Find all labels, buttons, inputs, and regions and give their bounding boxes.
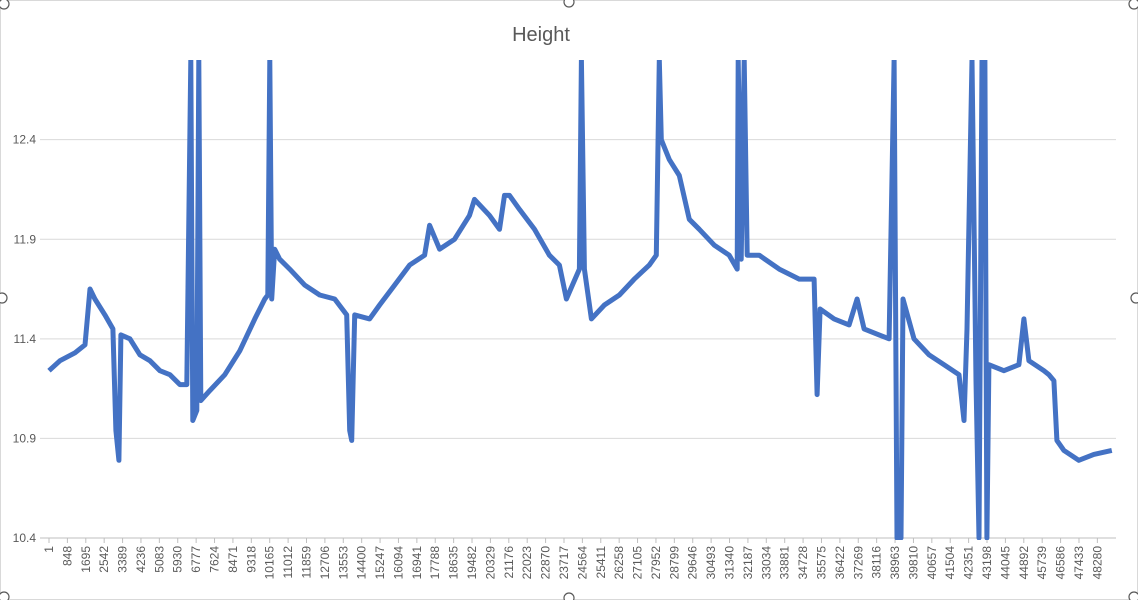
x-tick-label: 5083 [152,546,166,573]
x-tick-label: 44892 [1017,546,1031,580]
x-tick-label: 24564 [575,546,589,580]
x-tick-label: 25411 [594,546,608,579]
x-tick-label: 47433 [1072,546,1086,580]
x-tick-label: 46586 [1054,546,1068,580]
x-tick-label: 1695 [79,546,93,573]
x-tick-label: 39810 [906,546,920,580]
y-tick-label: 11.9 [14,232,37,246]
x-tick-label: 17788 [428,546,442,580]
x-tick-label: 5930 [171,546,185,573]
y-tick-label: 10.9 [13,431,37,445]
x-tick-label: 11012 [281,546,295,579]
plot-area [47,60,1113,540]
x-tick-label: 27952 [649,546,663,580]
x-tick-label: 12706 [318,546,332,580]
x-tick-label: 35575 [814,546,828,580]
x-tick-label: 30493 [704,546,718,580]
x-tick-label: 20329 [483,546,497,580]
x-tick-label: 33881 [778,546,792,580]
x-tick-label: 2542 [97,546,111,573]
x-tick-label: 27105 [631,546,645,580]
x-tick-label: 22023 [520,546,534,580]
x-tick-label: 37269 [851,546,865,580]
x-tick-label: 43198 [980,546,994,580]
x-tick-label: 41504 [943,546,957,580]
x-tick-label: 10165 [263,546,277,580]
x-tick-label: 7624 [208,546,222,573]
x-tick-label: 23717 [557,546,571,580]
x-tick-label: 19482 [465,546,479,580]
y-tick-label: 11.4 [14,332,37,346]
y-tick-label: 12.4 [13,133,37,147]
x-tick-label: 34728 [796,546,810,580]
x-tick-label: 21176 [502,546,516,579]
x-tick-label: 18635 [447,546,461,580]
x-tick-label: 29646 [686,546,700,580]
x-tick-label: 48280 [1090,546,1104,580]
x-tick-label: 28799 [667,546,681,580]
x-tick-label: 848 [60,546,74,566]
x-tick-label: 33034 [759,546,773,580]
x-tick-label: 11859 [299,546,313,579]
x-tick-label: 42351 [962,546,976,580]
x-tick-label: 38116 [870,546,884,579]
x-tick-label: 44045 [998,546,1012,580]
y-tick-label: 10.4 [13,531,37,545]
x-tick-label: 26258 [612,546,626,580]
x-tick-label: 8471 [226,546,240,573]
x-tick-label: 36422 [833,546,847,580]
x-tick-label: 16094 [391,546,405,580]
x-tick-label: 22870 [539,546,553,580]
x-tick-label: 6777 [189,546,203,573]
x-tick-label: 15247 [373,546,387,580]
x-tick-label: 1 [42,546,56,553]
x-tick-label: 16941 [410,546,424,580]
x-tick-label: 3389 [116,546,130,573]
x-tick-label: 38963 [888,546,902,580]
x-tick-label: 32187 [741,546,755,580]
x-tick-label: 31340 [723,546,737,580]
x-tick-label: 45739 [1035,546,1049,580]
x-tick-label: 13553 [336,546,350,580]
x-tick-label: 9318 [244,546,258,573]
chart-title: Height [512,24,570,46]
series-line [47,60,1113,540]
x-tick-label: 14400 [355,546,369,580]
x-tick-label: 40657 [925,546,939,580]
x-tick-label: 4236 [134,546,148,573]
